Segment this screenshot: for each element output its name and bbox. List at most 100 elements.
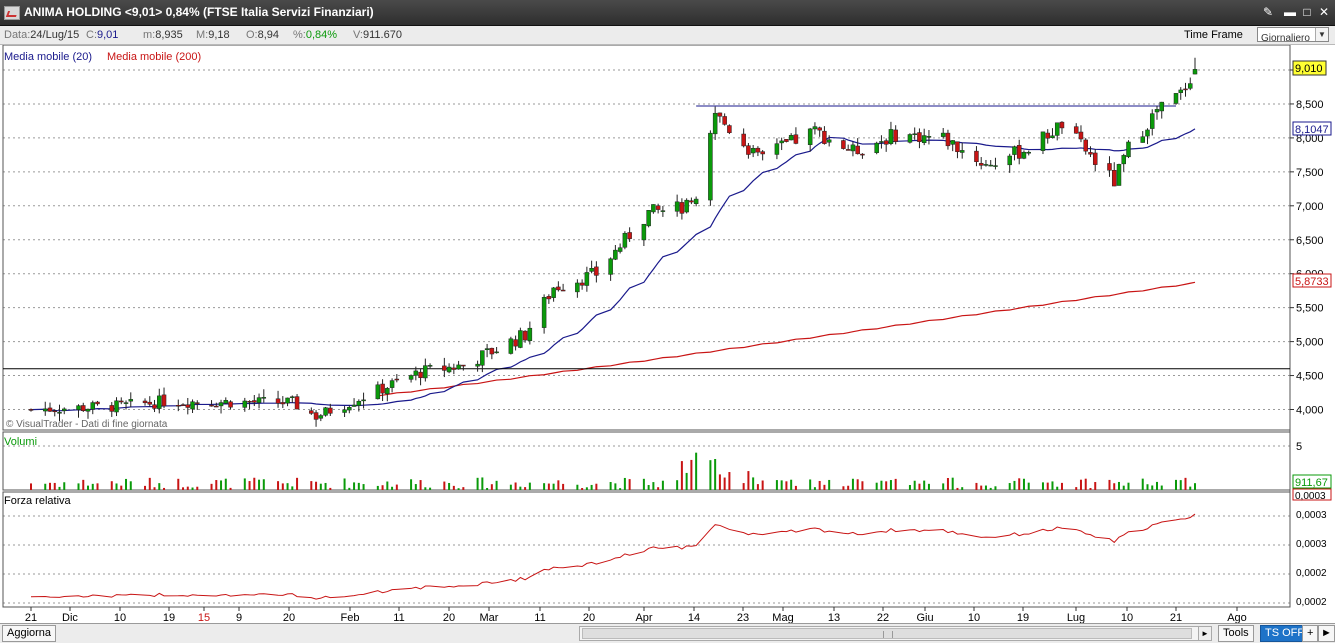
scroll-right-icon[interactable]: ► — [1198, 627, 1211, 640]
volume-bar — [286, 483, 289, 490]
pct-info: %:0,84% — [293, 29, 338, 41]
volume-bar — [1089, 488, 1092, 490]
candle-body — [157, 395, 162, 409]
volume-bar — [1060, 482, 1063, 490]
candle-body — [921, 135, 927, 144]
volume-bar — [229, 487, 232, 490]
ts-off-button[interactable]: TS OFF — [1260, 625, 1310, 642]
expand-arrow-button[interactable]: ► — [1318, 625, 1335, 642]
volume-bar — [1027, 482, 1030, 490]
volume-bar — [243, 478, 246, 490]
watermark: © VisualTrader - Dati di fine giornata — [6, 419, 168, 430]
ma200-tag: 5,8733 — [1295, 276, 1329, 288]
candle-body — [147, 401, 153, 405]
candle-body — [1088, 152, 1093, 155]
price-chart[interactable]: 9,0008,5008,0007,5007,0006,5006,0005,500… — [0, 45, 1335, 623]
rs-tick-4: 0,0002 — [1296, 597, 1327, 608]
volume-bar — [291, 486, 294, 490]
volume-bar — [481, 477, 484, 490]
grip-icon — [883, 631, 893, 638]
tools-button[interactable]: Tools — [1218, 625, 1254, 642]
volume-bar — [951, 477, 954, 490]
tools-icon[interactable]: ✎ — [1262, 5, 1274, 19]
candle-body — [1145, 129, 1150, 137]
candle-body — [43, 408, 48, 412]
volume-bar — [486, 487, 489, 490]
candle-body — [185, 404, 191, 408]
volume-tag-bg — [1292, 474, 1332, 489]
candle-body — [518, 330, 523, 348]
candle-body — [841, 140, 846, 149]
candle-body — [551, 287, 556, 298]
chevron-down-icon[interactable]: ▼ — [1315, 28, 1328, 41]
volume-bar — [956, 487, 959, 490]
volume-bar — [585, 487, 588, 490]
volume-bar — [880, 480, 883, 490]
volume-info: V:911.670 — [353, 29, 402, 41]
price-tick-label: 7,500 — [1296, 167, 1324, 179]
candle-body — [408, 375, 414, 380]
candle-body — [1111, 170, 1117, 187]
volume-bar — [44, 483, 47, 490]
horizontal-scrollbar[interactable]: ► — [579, 626, 1212, 641]
candle-body — [81, 405, 86, 412]
candle-body — [1078, 131, 1084, 140]
volume-bar — [49, 482, 52, 490]
volume-bar — [984, 485, 987, 490]
date-label: 11 — [393, 612, 404, 623]
maximize-icon[interactable]: □ — [1303, 5, 1311, 19]
candle-body — [285, 397, 290, 404]
refresh-button[interactable]: Aggiorna — [2, 625, 57, 642]
candle-body — [218, 402, 224, 407]
ma20-tag-bg — [1292, 121, 1332, 136]
volume-bar — [386, 481, 389, 490]
timeframe-select[interactable]: Giornaliero ▼ — [1257, 27, 1329, 44]
candle-body — [109, 405, 115, 412]
volume-bar — [296, 477, 299, 490]
min-info: m:8,935 — [143, 29, 183, 41]
candle-body — [351, 404, 357, 407]
volume-bar — [780, 480, 783, 490]
volume-bar — [87, 485, 90, 490]
scrollbar-thumb[interactable] — [582, 628, 1192, 639]
volume-bar — [462, 487, 465, 490]
candle-body — [1126, 141, 1131, 158]
minimize-icon[interactable]: ▬ — [1284, 5, 1296, 19]
volume-bar — [861, 481, 864, 490]
volume-bar — [362, 484, 365, 490]
open-info: O:8,94 — [246, 29, 280, 41]
volume-bar — [785, 481, 788, 490]
candle-body — [879, 141, 884, 143]
candle-body — [252, 400, 257, 403]
price-tick-label: 8,500 — [1296, 99, 1324, 111]
candle-body — [888, 129, 894, 144]
candle-body — [845, 149, 851, 151]
volume-bar — [443, 481, 446, 490]
volume-bar — [353, 482, 356, 490]
date-label: 11 — [534, 612, 545, 623]
volume-bar — [923, 480, 926, 490]
volume-bar — [315, 481, 318, 490]
candle-body — [475, 363, 480, 367]
candle-body — [693, 198, 699, 204]
volume-bar — [210, 483, 213, 490]
candle-body — [708, 132, 713, 201]
close-icon[interactable]: ✕ — [1318, 5, 1330, 19]
candle-body — [256, 397, 262, 403]
volume-bar — [476, 477, 479, 490]
candle-body — [1073, 126, 1079, 134]
date-label: Mar — [480, 612, 499, 623]
candle-body — [655, 205, 661, 210]
volume-bar — [1008, 483, 1011, 490]
rs-top-tag-bg — [1292, 488, 1332, 501]
volume-bar — [91, 483, 94, 490]
date-label: 21 — [25, 612, 37, 623]
price-tick-label: 5,000 — [1296, 337, 1324, 349]
plus-button[interactable]: + — [1302, 625, 1319, 642]
volume-bar — [1189, 486, 1192, 490]
candle-body — [128, 399, 134, 402]
volume-bar — [281, 483, 284, 490]
candle-body — [275, 398, 281, 404]
candle-body — [727, 125, 732, 133]
volume-bar — [391, 486, 394, 490]
